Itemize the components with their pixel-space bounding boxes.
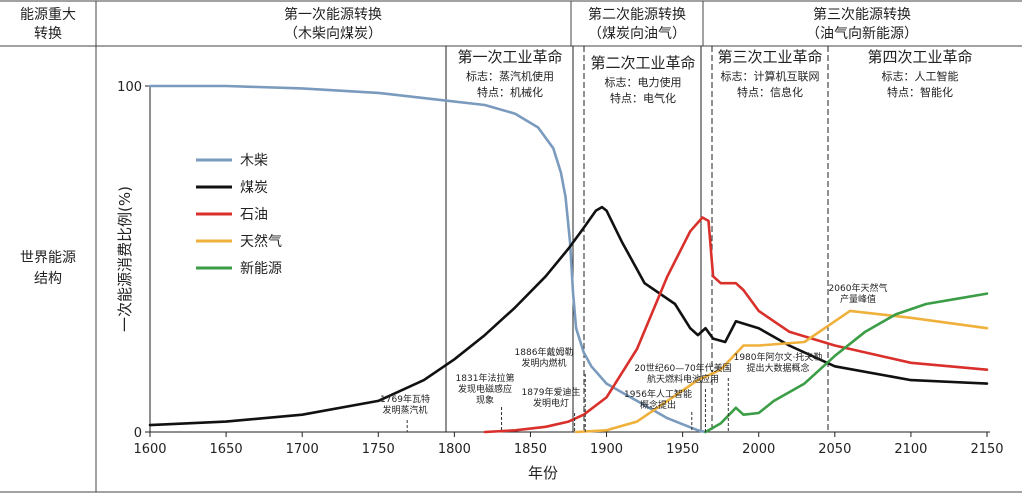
row-label-2: 结构 bbox=[34, 271, 62, 287]
legend-label: 天然气 bbox=[240, 233, 282, 250]
x-tick-label: 2100 bbox=[894, 442, 927, 457]
corner-label-2: 转换 bbox=[34, 25, 62, 42]
x-tick-label: 1600 bbox=[133, 442, 166, 457]
annotation-text: 发现电磁感应 bbox=[458, 383, 512, 395]
y-tick-label: 0 bbox=[134, 426, 142, 441]
series-line-新能源 bbox=[704, 292, 989, 434]
series-line-煤炭 bbox=[148, 205, 989, 427]
y-axis-label: 一次能源消费比例(%) bbox=[116, 186, 134, 332]
series-lines bbox=[148, 84, 989, 434]
revolution-4-sign: 标志：人工智能 bbox=[882, 69, 959, 83]
transition-2-subtitle: （煤炭向油气） bbox=[588, 26, 686, 42]
row-label: 世界能源 bbox=[20, 250, 76, 266]
x-tick-label: 2000 bbox=[742, 442, 775, 457]
series-line-木柴 bbox=[148, 84, 707, 434]
revolution-4-feature: 特点：智能化 bbox=[887, 85, 953, 99]
legend-label: 新能源 bbox=[240, 261, 282, 277]
annotation-text: 2060年天然气 bbox=[829, 282, 888, 294]
transition-2-title: 第二次能源转换 bbox=[588, 6, 686, 23]
revolution-1-sign: 标志：蒸汽机使用 bbox=[466, 69, 554, 83]
x-axis-label: 年份 bbox=[528, 464, 558, 482]
annotation-text: 发明蒸汽机 bbox=[382, 404, 427, 416]
era-dividers bbox=[445, 46, 829, 432]
legend-label: 煤炭 bbox=[240, 180, 268, 196]
revolution-1-feature: 特点：机械化 bbox=[477, 85, 543, 99]
series-line-石油 bbox=[483, 216, 989, 434]
revolution-2-sign: 标志：电力使用 bbox=[605, 75, 682, 89]
transition-3-subtitle: （油气向新能源） bbox=[806, 26, 918, 42]
annotation-text: 1886年戴姆勒 bbox=[515, 346, 574, 358]
annotation-text: 现象 bbox=[476, 394, 494, 406]
annotation-text: 1769年瓦特 bbox=[380, 393, 430, 405]
revolution-3-feature: 特点：信息化 bbox=[737, 85, 803, 99]
x-tick-label: 2050 bbox=[818, 442, 851, 457]
revolution-2-title: 第二次工业革命 bbox=[590, 54, 695, 72]
x-tick-label: 1700 bbox=[286, 442, 319, 457]
y-tick-label: 100 bbox=[117, 80, 142, 95]
transition-1-subtitle: （木柴向煤炭） bbox=[284, 26, 382, 42]
corner-label: 能源重大 bbox=[20, 7, 76, 23]
annotation-text: 1831年法拉第 bbox=[456, 372, 515, 384]
annotation-text: 产量峰值 bbox=[840, 293, 876, 305]
x-axis-ticks: 1600 1650 1700 1750 1800 1850 1900 1950 2000 2050… bbox=[133, 432, 1004, 457]
revolution-2-feature: 特点：电气化 bbox=[610, 91, 676, 105]
x-tick-label: 1800 bbox=[438, 442, 471, 457]
legend-label: 石油 bbox=[240, 207, 268, 223]
x-tick-label: 1750 bbox=[362, 442, 395, 457]
revolution-4-title: 第四次工业革命 bbox=[867, 48, 972, 66]
x-tick-label: 1850 bbox=[514, 442, 547, 457]
annotation-text: 发明电灯 bbox=[533, 397, 569, 409]
revolution-3-title: 第三次工业革命 bbox=[717, 48, 822, 66]
axes bbox=[149, 86, 990, 433]
x-tick-label: 2150 bbox=[970, 442, 1003, 457]
annotation-text: 概念提出 bbox=[640, 399, 676, 411]
annotation-text: 航天燃料电池应用 bbox=[647, 373, 719, 385]
annotation-text: 20世纪60—70年代美国 bbox=[634, 362, 731, 374]
x-tick-label: 1650 bbox=[210, 442, 243, 457]
legend-label: 木柴 bbox=[240, 153, 268, 169]
annotation-text: 发明内燃机 bbox=[521, 357, 566, 369]
revolution-3-sign: 标志：计算机互联网 bbox=[721, 69, 820, 83]
annotation-text: 提出大数据概念 bbox=[746, 362, 809, 374]
annotation-text: 1956年人工智能 bbox=[624, 388, 692, 400]
annotation-text: 1980年阿尔文·托夫勒 bbox=[734, 351, 823, 363]
transition-1-title: 第一次能源转换 bbox=[284, 6, 382, 23]
transition-3-title: 第三次能源转换 bbox=[813, 6, 911, 23]
series-line-天然气 bbox=[574, 309, 989, 434]
x-tick-label: 1900 bbox=[590, 442, 623, 457]
x-tick-label: 1950 bbox=[666, 442, 699, 457]
revolution-1-title: 第一次工业革命 bbox=[457, 48, 562, 66]
annotation-text: 1879年爱迪生 bbox=[522, 386, 581, 398]
